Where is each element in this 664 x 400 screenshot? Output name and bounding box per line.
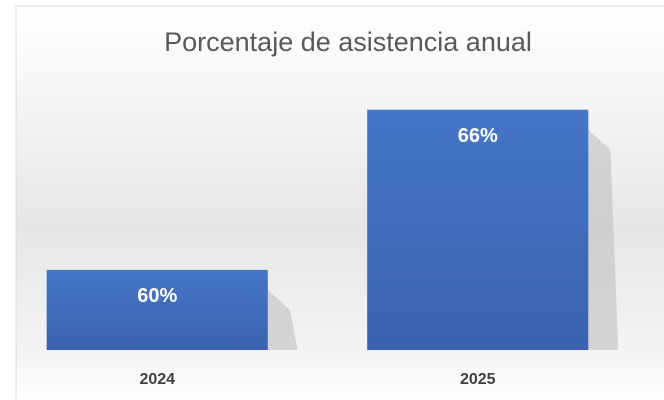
bar <box>367 109 589 350</box>
value-label: 66% <box>458 125 498 147</box>
x-tick-label: 2025 <box>460 371 496 388</box>
chart-title: Porcentaje de asistencia anual <box>164 27 532 57</box>
value-label: 60% <box>137 285 177 307</box>
bar <box>46 269 268 350</box>
bar-shadow <box>588 129 619 350</box>
x-tick-label: 2024 <box>139 371 175 388</box>
bar-shadow <box>267 289 298 350</box>
